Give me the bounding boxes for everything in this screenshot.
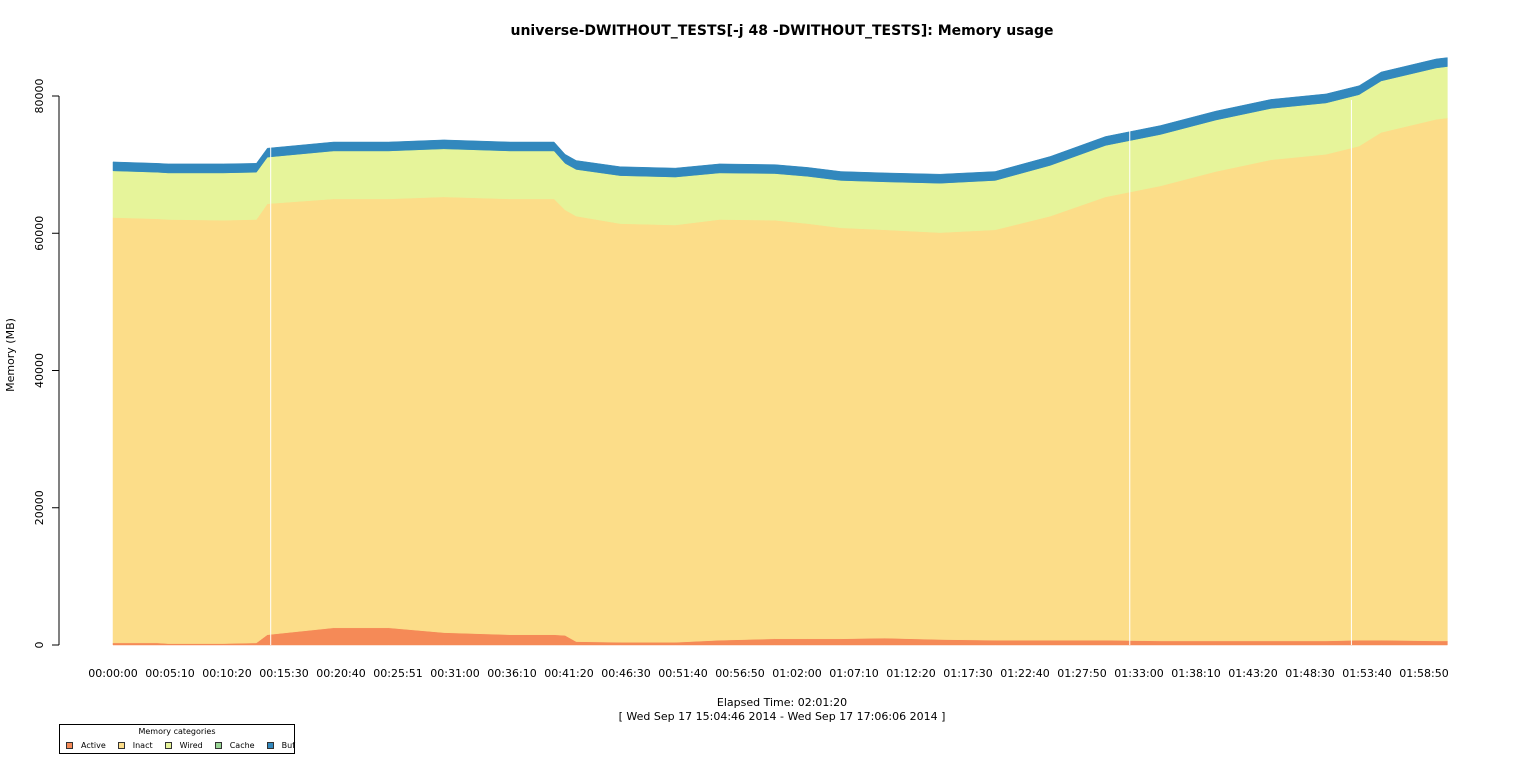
legend-swatch xyxy=(164,742,172,749)
x-tick-label: 00:15:30 xyxy=(259,667,308,680)
x-tick-label: 00:25:51 xyxy=(373,667,422,680)
legend-item-active: Active xyxy=(66,741,106,750)
x-tick-label: 01:22:40 xyxy=(1000,667,1049,680)
legend-item-cache: Cache xyxy=(214,741,255,750)
legend-label: Cache xyxy=(229,741,255,750)
x-tick-label: 00:41:20 xyxy=(544,667,593,680)
x-tick-label: 00:51:40 xyxy=(658,667,707,680)
y-tick-label: 20000 xyxy=(33,490,46,525)
chart-title: universe-DWITHOUT_TESTS[-j 48 -DWITHOUT_… xyxy=(511,23,1054,39)
x-tick-label: 00:05:10 xyxy=(145,667,194,680)
y-axis-label: Memory (MB) xyxy=(4,318,17,392)
x-tick-label: 01:33:00 xyxy=(1114,667,1163,680)
x-tick-label: 00:20:40 xyxy=(316,667,365,680)
legend-items: Active Inact Wired Cache Buf xyxy=(66,741,307,750)
y-tick-label: 60000 xyxy=(33,216,46,251)
x-tick-label: 01:53:40 xyxy=(1342,667,1391,680)
x-tick-label: 01:48:30 xyxy=(1285,667,1334,680)
x-tick-label: 01:43:20 xyxy=(1228,667,1277,680)
legend-swatch xyxy=(266,742,274,749)
stacked-areas xyxy=(112,57,1448,646)
y-tick-label: 0 xyxy=(33,642,46,649)
x-tick-label: 00:36:10 xyxy=(487,667,536,680)
x-tick-label: 01:02:00 xyxy=(772,667,821,680)
legend-label: Active xyxy=(81,741,106,750)
y-tick-label: 80000 xyxy=(33,79,46,114)
legend-item-buf: Buf xyxy=(266,741,295,750)
x-tick-label: 00:31:00 xyxy=(430,667,479,680)
area-buf xyxy=(112,57,1448,184)
legend-label: Wired xyxy=(179,741,203,750)
y-tick-label: 40000 xyxy=(33,353,46,388)
legend-item-wired: Wired xyxy=(164,741,203,750)
x-tick-label: 00:56:50 xyxy=(715,667,764,680)
legend: Memory categories Active Inact Wired Cache B… xyxy=(59,724,295,754)
legend-item-inact: Inact xyxy=(117,741,153,750)
y-ticks: 0 20000 40000 60000 80000 xyxy=(33,79,59,649)
x-tick-label: 01:17:30 xyxy=(943,667,992,680)
x-ticks: 00:00:00 00:05:10 00:10:20 00:15:30 00:20:40… xyxy=(88,667,1448,680)
x-tick-label: 00:46:30 xyxy=(601,667,650,680)
x-axis-label: Elapsed Time: 02:01:20 xyxy=(717,696,847,709)
x-tick-label: 01:07:10 xyxy=(829,667,878,680)
x-tick-label: 00:00:00 xyxy=(88,667,137,680)
legend-label: Buf xyxy=(281,741,295,750)
x-tick-label: 01:38:10 xyxy=(1171,667,1220,680)
x-tick-label: 01:58:50 xyxy=(1399,667,1448,680)
legend-title: Memory categories xyxy=(138,727,216,736)
legend-swatch xyxy=(214,742,222,749)
marker-lines xyxy=(270,100,1352,645)
x-tick-label: 01:27:50 xyxy=(1057,667,1106,680)
x-axis-time-range: [ Wed Sep 17 15:04:46 2014 - Wed Sep 17 … xyxy=(619,710,946,723)
legend-swatch xyxy=(66,742,73,749)
x-tick-label: 00:10:20 xyxy=(202,667,251,680)
legend-label: Inact xyxy=(132,741,153,750)
x-tick-label: 01:12:20 xyxy=(886,667,935,680)
legend-swatch xyxy=(117,742,125,749)
